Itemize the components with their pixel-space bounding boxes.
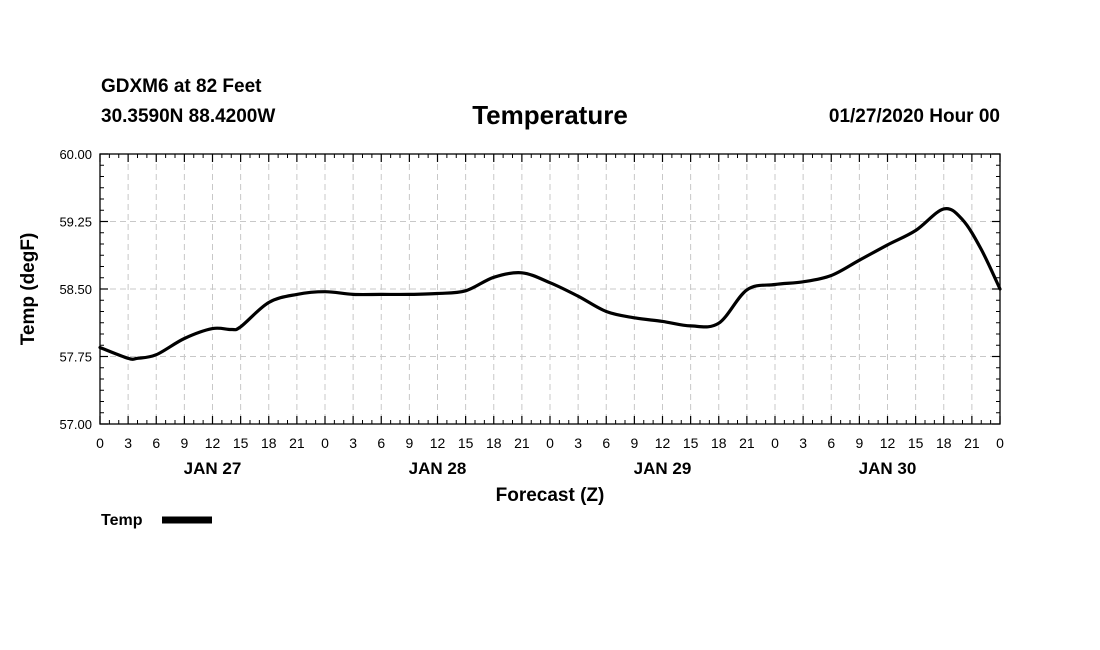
- x-tick-label: 9: [855, 435, 863, 451]
- x-tick-label: 6: [827, 435, 835, 451]
- y-tick-label: 57.75: [59, 350, 92, 365]
- x-tick-label: 3: [124, 435, 132, 451]
- x-tick-label: 15: [233, 435, 249, 451]
- x-tick-label: 12: [205, 435, 221, 451]
- temp-series-line: [98, 206, 1002, 361]
- y-tick-label: 57.00: [59, 417, 92, 432]
- y-tick-label: 59.25: [59, 215, 92, 230]
- x-tick-label: 15: [458, 435, 474, 451]
- x-tick-label: 18: [936, 435, 952, 451]
- y-axis-label: Temp (degF): [18, 233, 39, 346]
- x-tick-label: 21: [514, 435, 530, 451]
- x-tick-label: 6: [377, 435, 385, 451]
- grid-lines: [100, 154, 1000, 424]
- x-tick-label: 9: [405, 435, 413, 451]
- day-label: JAN 30: [859, 459, 917, 478]
- x-tick-label: 12: [655, 435, 671, 451]
- x-tick-label: 12: [880, 435, 896, 451]
- day-label: JAN 27: [184, 459, 242, 478]
- y-tick-label: 60.00: [59, 147, 92, 162]
- x-tick-label: 0: [321, 435, 329, 451]
- x-tick-label: 0: [546, 435, 554, 451]
- x-tick-label: 21: [964, 435, 980, 451]
- x-axis-day-labels: JAN 27 JAN 28 JAN 29 JAN 30: [184, 459, 917, 478]
- x-tick-label: 6: [602, 435, 610, 451]
- x-tick-label: 15: [908, 435, 924, 451]
- x-tick-label: 15: [683, 435, 699, 451]
- x-tick-label: 0: [96, 435, 104, 451]
- x-tick-label: 0: [771, 435, 779, 451]
- x-tick-label: 3: [349, 435, 357, 451]
- forecast-timestamp: 01/27/2020 Hour 00: [828, 106, 1000, 127]
- y-tick-label: 58.50: [59, 282, 92, 297]
- x-tick-label: 9: [180, 435, 188, 451]
- x-axis-ticks: 0 3 6 9 12 15 18 21 0 3 6 9 12 15 18 21 0 3 6 9 12 15 18 21 0 3 6 9…: [96, 154, 1004, 451]
- y-axis-ticks: 57.00 57.75 58.50 59.25 60.00: [59, 147, 1000, 432]
- x-tick-label: 18: [261, 435, 277, 451]
- x-tick-label: 18: [486, 435, 502, 451]
- x-tick-label: 6: [152, 435, 160, 451]
- legend-label: Temp: [101, 512, 143, 529]
- x-tick-label: 21: [289, 435, 305, 451]
- x-tick-label: 3: [574, 435, 582, 451]
- x-tick-label: 9: [630, 435, 638, 451]
- x-tick-label: 18: [711, 435, 727, 451]
- x-tick-label: 0: [996, 435, 1004, 451]
- coordinates-label: 30.3590N 88.4200W: [101, 106, 276, 127]
- x-tick-label: 21: [739, 435, 755, 451]
- legend: Temp: [101, 512, 212, 529]
- station-label: GDXM6 at 82 Feet: [101, 76, 262, 97]
- day-label: JAN 28: [409, 459, 467, 478]
- chart-title: Temperature: [472, 100, 628, 130]
- day-label: JAN 29: [634, 459, 692, 478]
- x-tick-label: 3: [799, 435, 807, 451]
- x-axis-label: Forecast (Z): [496, 485, 605, 506]
- x-tick-label: 12: [430, 435, 446, 451]
